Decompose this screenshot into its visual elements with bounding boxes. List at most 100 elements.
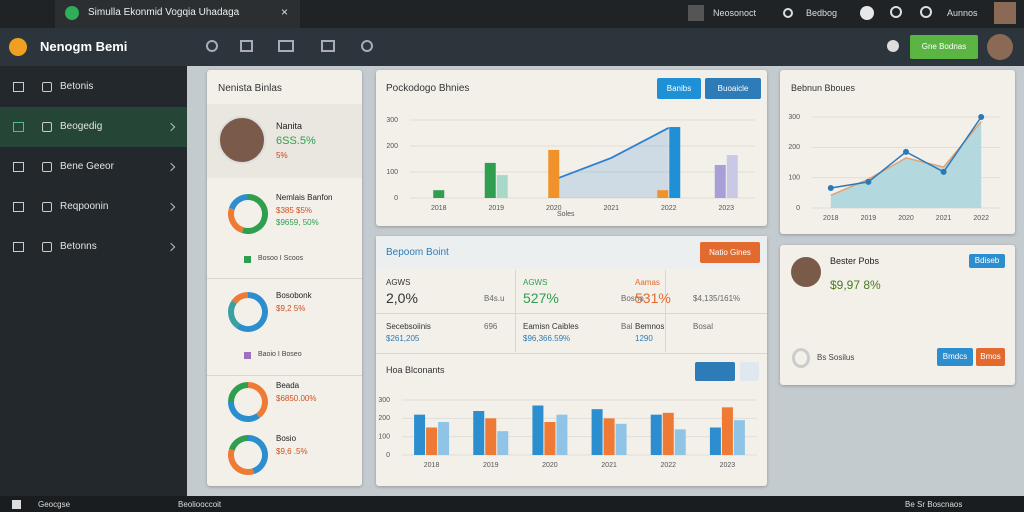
stat-note: B4s.u — [484, 294, 505, 303]
stat-note: Bal — [621, 322, 633, 331]
card-avatar — [791, 257, 821, 287]
divider — [515, 270, 516, 352]
sidebar-item[interactable]: Betonns — [60, 241, 97, 252]
bar — [485, 418, 497, 455]
y-tick-label: 0 — [796, 205, 800, 212]
x-tick-label: 2021 — [936, 215, 952, 222]
browser-tab[interactable] — [55, 0, 300, 28]
x-tick-label: 2022 — [973, 215, 989, 222]
button[interactable]: Bmdcs — [937, 348, 973, 366]
donut-segment — [228, 300, 240, 329]
stat-label: Eamisn Caibles — [523, 322, 579, 331]
toggle-ring[interactable] — [792, 348, 810, 368]
panel-title: Pockodogo Bhnies — [386, 83, 470, 94]
x-tick-label: 2021 — [603, 205, 619, 212]
sidebar-item[interactable]: Beogedig — [60, 121, 103, 132]
sidebar-icon — [13, 122, 24, 132]
legend-swatch — [244, 352, 251, 359]
donut-segment — [228, 382, 249, 403]
sidebar-item[interactable]: Betonis — [60, 81, 94, 92]
search-icon[interactable] — [783, 8, 793, 18]
taskbar-item[interactable]: Beoliooccoit — [178, 500, 222, 509]
tool-icon[interactable] — [321, 40, 335, 52]
bar — [532, 405, 544, 455]
divider — [207, 375, 362, 376]
donut-segment — [228, 207, 244, 234]
sidebar-icon — [13, 162, 24, 172]
bar — [438, 422, 450, 455]
donut-segment — [247, 435, 268, 475]
profile-name: Nanita — [276, 121, 303, 131]
legend-label: Bosoo I Scoos — [258, 255, 304, 262]
donut-segment — [247, 382, 268, 419]
taskbar — [0, 496, 1024, 512]
donut-note: $9,6 .5% — [276, 447, 308, 456]
panel-title: Nenista Binlas — [218, 83, 282, 94]
tab-close[interactable]: × — [281, 5, 289, 19]
stat-note: 696 — [484, 322, 498, 331]
button[interactable]: Banibs — [657, 78, 701, 99]
help-icon[interactable] — [890, 6, 902, 18]
toggle-button[interactable] — [740, 362, 759, 381]
axis-title: Soles — [557, 211, 575, 218]
sidebar-icon — [42, 202, 52, 212]
x-tick-label: 2018 — [424, 462, 440, 469]
x-tick-label: 2022 — [660, 462, 676, 469]
notification-icon[interactable] — [860, 6, 874, 20]
user-avatar[interactable] — [994, 2, 1016, 24]
tool-icon[interactable] — [240, 40, 253, 52]
profile-change: 5% — [276, 151, 288, 160]
button[interactable]: Gne Bodnas — [910, 35, 978, 59]
bar — [496, 175, 508, 198]
bar — [433, 190, 445, 198]
tool-icon[interactable] — [278, 40, 294, 52]
sidebar-icon — [42, 122, 52, 132]
header-avatar[interactable] — [987, 34, 1013, 60]
button[interactable]: Natio Gines — [700, 242, 760, 263]
x-tick-label: 2018 — [823, 215, 839, 222]
taskbar-item[interactable]: Be Sr Boscnaos — [905, 500, 963, 509]
legend-swatch — [244, 256, 251, 263]
y-tick-label: 100 — [788, 175, 800, 182]
tool-icon[interactable] — [206, 40, 218, 52]
stat-value: $96,366.59% — [523, 334, 571, 343]
start-icon[interactable] — [12, 500, 21, 509]
bar — [662, 412, 674, 455]
sidebar-icon — [13, 202, 24, 212]
donut-segment — [228, 448, 255, 475]
bar — [650, 414, 662, 455]
x-tick-label: 2023 — [720, 462, 736, 469]
button[interactable]: Bdiseb — [969, 254, 1005, 268]
stat-value: 1290 — [635, 334, 653, 343]
header-icon[interactable] — [887, 40, 899, 52]
bar — [426, 427, 438, 455]
button[interactable]: Buoaicle — [705, 78, 761, 99]
toggle-button[interactable] — [695, 362, 735, 381]
settings-icon[interactable] — [920, 6, 932, 18]
donut-note: $385 $5% — [276, 206, 312, 215]
panel-title: Bepoom Boint — [386, 247, 449, 258]
app-icon — [688, 5, 704, 21]
sidebar-icon — [13, 82, 24, 92]
bar — [615, 423, 627, 455]
sidebar-item[interactable]: Reqpoonin — [60, 201, 109, 212]
x-tick-label: 2020 — [542, 462, 558, 469]
stat-value: 527% — [523, 290, 559, 306]
tab-title: Simulla Ekonmid Vogqia Uhadaga — [88, 7, 240, 18]
bar — [721, 407, 733, 455]
donut-title: Nemlais Banfon — [276, 193, 332, 202]
user-name[interactable]: Aunnos — [947, 8, 978, 18]
button[interactable]: Bmos — [976, 348, 1005, 366]
search-label[interactable]: Bedbog — [806, 8, 838, 18]
tool-icon[interactable] — [361, 40, 373, 52]
area — [553, 127, 669, 198]
y-tick-label: 0 — [394, 195, 398, 202]
x-tick-label: 2018 — [431, 205, 447, 212]
point — [940, 168, 947, 175]
bar — [414, 414, 426, 455]
donut-segment — [231, 292, 249, 304]
profile-avatar — [218, 116, 266, 164]
taskbar-item[interactable]: Geocgse — [38, 500, 71, 509]
sidebar-item[interactable]: Bene Geeor — [60, 161, 114, 172]
